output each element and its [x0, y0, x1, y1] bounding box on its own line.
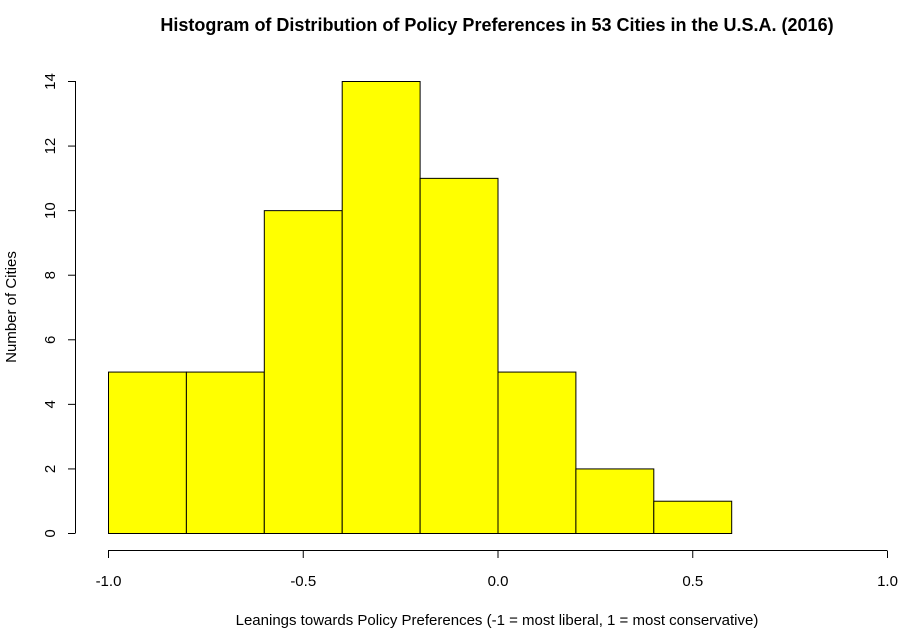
x-tick-label: 0.0	[488, 573, 509, 590]
x-axis-label: Leanings towards Policy Preferences (-1 …	[236, 612, 759, 629]
y-axis-label: Number of Cities	[3, 251, 20, 363]
y-axis: 0 2 4 6 8 10 12 14	[42, 73, 76, 538]
y-tick-label: 0	[42, 529, 59, 537]
histogram-bar	[185, 371, 265, 535]
x-tick-label: -0.5	[290, 573, 316, 590]
y-tick-label: 8	[42, 271, 59, 279]
y-tick-label: 6	[42, 336, 59, 344]
y-tick-label: 14	[42, 73, 59, 90]
x-tick-label: 0.5	[682, 573, 703, 590]
histogram-bar	[497, 371, 577, 535]
chart-title: Histogram of Distribution of Policy Pref…	[160, 15, 833, 35]
bars-group	[108, 81, 733, 535]
y-tick-label: 12	[42, 138, 59, 155]
x-tick-label: 1.0	[877, 573, 898, 590]
x-axis: -1.0 -0.5 0.0 0.5 1.0	[96, 550, 898, 590]
histogram-bar	[108, 371, 187, 535]
histogram-bar	[419, 177, 499, 534]
histogram-bar	[263, 210, 343, 534]
x-tick-label: -1.0	[96, 573, 122, 590]
y-tick-label: 4	[42, 400, 59, 408]
y-tick-label: 2	[42, 465, 59, 473]
histogram-bar	[575, 468, 655, 534]
y-tick-label: 10	[42, 202, 59, 219]
histogram-bar	[341, 81, 421, 534]
histogram-bar	[653, 500, 733, 535]
